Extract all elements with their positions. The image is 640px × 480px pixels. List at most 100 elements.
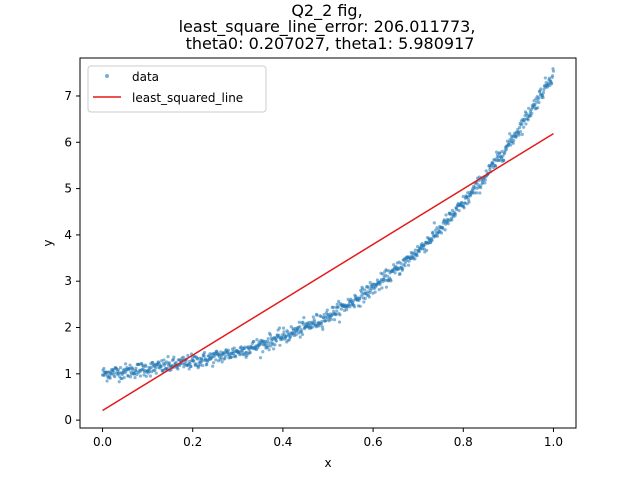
title-line-1: Q2_2 fig, bbox=[291, 1, 362, 21]
data-point bbox=[329, 317, 333, 321]
data-point bbox=[453, 212, 458, 216]
data-point bbox=[446, 222, 450, 226]
data-point bbox=[462, 206, 466, 210]
least-squared-line bbox=[102, 132, 554, 412]
data-point bbox=[520, 132, 524, 137]
data-point bbox=[335, 309, 339, 313]
data-point bbox=[315, 313, 319, 317]
data-point bbox=[211, 361, 216, 365]
data-point bbox=[255, 338, 259, 342]
y-tick-label: 5 bbox=[64, 182, 72, 196]
legend-label-fit: least_squared_line bbox=[132, 91, 243, 105]
data-point bbox=[358, 304, 362, 308]
data-point bbox=[324, 319, 328, 323]
data-point bbox=[385, 269, 389, 273]
data-point bbox=[518, 125, 522, 130]
data-point bbox=[148, 374, 152, 378]
data-point bbox=[422, 247, 426, 251]
data-point bbox=[200, 359, 204, 363]
x-tick-label: 0.6 bbox=[364, 435, 383, 449]
data-point bbox=[128, 363, 132, 367]
data-point bbox=[530, 111, 534, 115]
data-point bbox=[313, 320, 317, 324]
y-tick-label: 0 bbox=[64, 413, 72, 427]
data-point bbox=[352, 305, 357, 309]
data-point bbox=[266, 339, 270, 344]
data-point bbox=[299, 330, 304, 334]
data-point bbox=[154, 371, 158, 375]
data-point bbox=[450, 218, 454, 222]
data-point bbox=[378, 282, 382, 286]
data-point bbox=[116, 368, 120, 372]
data-point bbox=[302, 316, 306, 320]
data-point bbox=[335, 302, 339, 306]
data-point bbox=[123, 362, 128, 366]
data-point bbox=[403, 264, 407, 268]
data-point bbox=[186, 353, 190, 358]
data-point bbox=[162, 358, 166, 362]
data-point bbox=[327, 319, 331, 323]
data-point bbox=[467, 200, 471, 204]
plot-area bbox=[79, 57, 577, 429]
data-point bbox=[472, 191, 477, 195]
x-tick-label: 0.4 bbox=[273, 435, 292, 449]
data-point bbox=[287, 338, 292, 342]
data-point bbox=[268, 333, 273, 337]
data-point bbox=[112, 371, 116, 375]
data-point bbox=[524, 122, 528, 126]
data-point bbox=[401, 267, 405, 271]
data-point bbox=[358, 296, 362, 300]
data-point bbox=[153, 368, 157, 373]
data-point bbox=[431, 230, 435, 234]
data-point bbox=[346, 297, 350, 301]
data-point bbox=[300, 332, 305, 337]
data-point bbox=[430, 238, 434, 243]
data-point bbox=[443, 228, 447, 232]
data-point bbox=[425, 248, 429, 253]
data-point bbox=[232, 346, 236, 350]
data-point bbox=[202, 354, 206, 358]
data-point bbox=[384, 285, 389, 289]
data-point bbox=[331, 305, 335, 310]
data-point bbox=[296, 328, 300, 332]
data-point bbox=[310, 325, 315, 329]
data-point bbox=[159, 364, 163, 369]
data-point bbox=[267, 344, 271, 348]
data-point bbox=[117, 380, 121, 384]
data-point bbox=[336, 305, 340, 309]
data-point bbox=[277, 326, 282, 330]
data-point bbox=[321, 327, 325, 332]
data-point bbox=[439, 231, 444, 235]
data-point bbox=[258, 356, 263, 360]
data-point bbox=[434, 228, 438, 232]
data-point bbox=[362, 300, 366, 304]
data-point bbox=[500, 149, 504, 154]
data-point bbox=[134, 366, 138, 370]
data-point bbox=[149, 365, 153, 370]
data-point bbox=[311, 315, 315, 319]
legend-data-marker bbox=[105, 74, 109, 78]
data-point bbox=[415, 254, 419, 258]
x-tick-label: 0.8 bbox=[454, 435, 473, 449]
data-point bbox=[508, 143, 513, 147]
data-point bbox=[547, 76, 551, 80]
data-point bbox=[272, 347, 276, 351]
y-axis-label: y bbox=[41, 239, 55, 246]
data-point bbox=[533, 102, 537, 107]
data-point bbox=[167, 361, 171, 365]
data-point bbox=[226, 348, 231, 352]
data-point bbox=[248, 351, 252, 355]
data-point bbox=[537, 100, 541, 105]
data-point bbox=[536, 106, 540, 110]
x-tick-label: 0.0 bbox=[93, 435, 112, 449]
legend-label-data: data bbox=[132, 70, 159, 84]
data-point bbox=[522, 125, 526, 129]
data-point bbox=[363, 288, 367, 292]
data-point bbox=[122, 376, 126, 380]
data-point bbox=[174, 360, 178, 365]
data-point bbox=[478, 191, 482, 195]
data-point bbox=[541, 95, 545, 100]
data-point bbox=[138, 374, 143, 378]
data-point bbox=[188, 361, 192, 366]
